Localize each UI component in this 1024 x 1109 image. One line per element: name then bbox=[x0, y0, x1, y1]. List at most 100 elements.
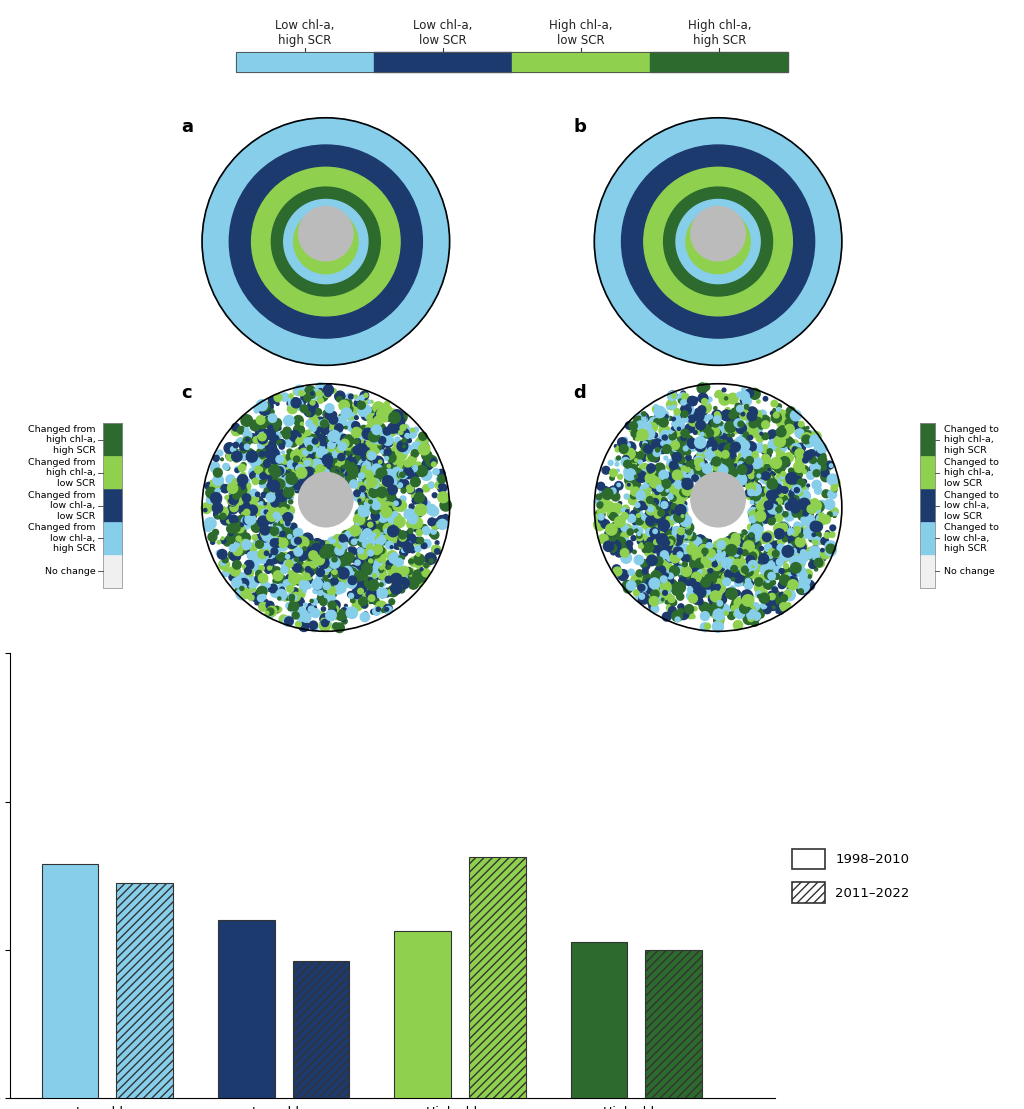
Circle shape bbox=[383, 487, 390, 494]
Circle shape bbox=[790, 492, 799, 501]
Circle shape bbox=[753, 459, 761, 467]
Circle shape bbox=[802, 530, 810, 538]
Circle shape bbox=[693, 397, 698, 403]
Circle shape bbox=[398, 501, 406, 508]
Circle shape bbox=[725, 397, 728, 400]
Circle shape bbox=[653, 529, 657, 533]
Circle shape bbox=[755, 576, 763, 584]
Circle shape bbox=[358, 516, 366, 522]
Circle shape bbox=[723, 466, 727, 470]
Circle shape bbox=[294, 482, 300, 489]
Circle shape bbox=[744, 464, 751, 469]
Circle shape bbox=[750, 610, 756, 617]
Circle shape bbox=[758, 594, 761, 598]
Circle shape bbox=[681, 409, 691, 420]
Circle shape bbox=[293, 479, 304, 490]
Circle shape bbox=[757, 502, 765, 511]
Circle shape bbox=[683, 446, 688, 451]
Circle shape bbox=[265, 513, 275, 523]
Circle shape bbox=[346, 446, 356, 456]
Circle shape bbox=[717, 622, 722, 628]
Circle shape bbox=[376, 500, 386, 509]
Circle shape bbox=[333, 455, 337, 459]
Circle shape bbox=[716, 421, 723, 428]
Circle shape bbox=[676, 480, 681, 486]
Circle shape bbox=[802, 581, 809, 588]
Circle shape bbox=[335, 424, 343, 433]
Circle shape bbox=[700, 424, 711, 435]
Circle shape bbox=[254, 540, 257, 543]
Circle shape bbox=[826, 545, 836, 553]
Circle shape bbox=[736, 457, 742, 462]
Circle shape bbox=[244, 548, 249, 553]
Circle shape bbox=[325, 417, 330, 421]
Circle shape bbox=[804, 437, 814, 447]
Circle shape bbox=[221, 485, 229, 492]
Circle shape bbox=[214, 496, 221, 503]
Circle shape bbox=[711, 548, 717, 553]
Circle shape bbox=[292, 612, 299, 619]
Circle shape bbox=[748, 435, 753, 440]
Circle shape bbox=[682, 530, 691, 540]
Circle shape bbox=[681, 567, 691, 577]
Circle shape bbox=[294, 528, 303, 538]
Circle shape bbox=[686, 580, 692, 586]
Circle shape bbox=[797, 444, 806, 452]
Circle shape bbox=[739, 439, 746, 446]
Circle shape bbox=[294, 557, 299, 561]
Circle shape bbox=[273, 520, 281, 528]
Circle shape bbox=[260, 583, 269, 591]
Circle shape bbox=[703, 580, 713, 589]
Circle shape bbox=[417, 510, 423, 517]
Circle shape bbox=[688, 530, 692, 536]
Circle shape bbox=[411, 480, 414, 484]
Circle shape bbox=[688, 532, 696, 540]
Circle shape bbox=[800, 580, 803, 582]
Circle shape bbox=[741, 455, 748, 461]
Circle shape bbox=[793, 510, 800, 517]
Circle shape bbox=[307, 446, 312, 451]
Circle shape bbox=[732, 446, 739, 452]
Circle shape bbox=[339, 541, 347, 550]
Circle shape bbox=[328, 613, 335, 620]
Circle shape bbox=[328, 452, 332, 457]
Circle shape bbox=[329, 557, 340, 568]
Circle shape bbox=[416, 578, 418, 580]
Circle shape bbox=[295, 461, 305, 472]
Circle shape bbox=[341, 460, 349, 469]
Circle shape bbox=[261, 439, 268, 446]
Circle shape bbox=[229, 572, 238, 581]
Circle shape bbox=[665, 415, 668, 419]
Circle shape bbox=[286, 438, 291, 444]
Circle shape bbox=[358, 444, 367, 452]
Circle shape bbox=[241, 415, 253, 426]
Circle shape bbox=[245, 444, 250, 449]
Circle shape bbox=[786, 546, 798, 557]
Circle shape bbox=[625, 469, 636, 480]
Text: Low chl-a,: Low chl-a, bbox=[414, 19, 472, 32]
Circle shape bbox=[263, 405, 268, 409]
Circle shape bbox=[233, 442, 239, 448]
Circle shape bbox=[325, 456, 328, 458]
Circle shape bbox=[771, 400, 777, 407]
Circle shape bbox=[288, 468, 296, 477]
Circle shape bbox=[783, 572, 795, 583]
Circle shape bbox=[211, 492, 221, 503]
Circle shape bbox=[276, 440, 282, 446]
Circle shape bbox=[417, 537, 424, 543]
Circle shape bbox=[766, 487, 777, 497]
Circle shape bbox=[741, 532, 748, 538]
Circle shape bbox=[693, 475, 700, 482]
Circle shape bbox=[397, 584, 402, 589]
Circle shape bbox=[356, 509, 366, 518]
Circle shape bbox=[250, 586, 256, 592]
Circle shape bbox=[740, 474, 751, 482]
Circle shape bbox=[600, 487, 610, 497]
Circle shape bbox=[287, 586, 294, 592]
Circle shape bbox=[665, 541, 674, 550]
Circle shape bbox=[760, 573, 767, 580]
Circle shape bbox=[687, 573, 693, 579]
Circle shape bbox=[782, 437, 794, 447]
Circle shape bbox=[683, 529, 686, 532]
Circle shape bbox=[316, 390, 322, 396]
